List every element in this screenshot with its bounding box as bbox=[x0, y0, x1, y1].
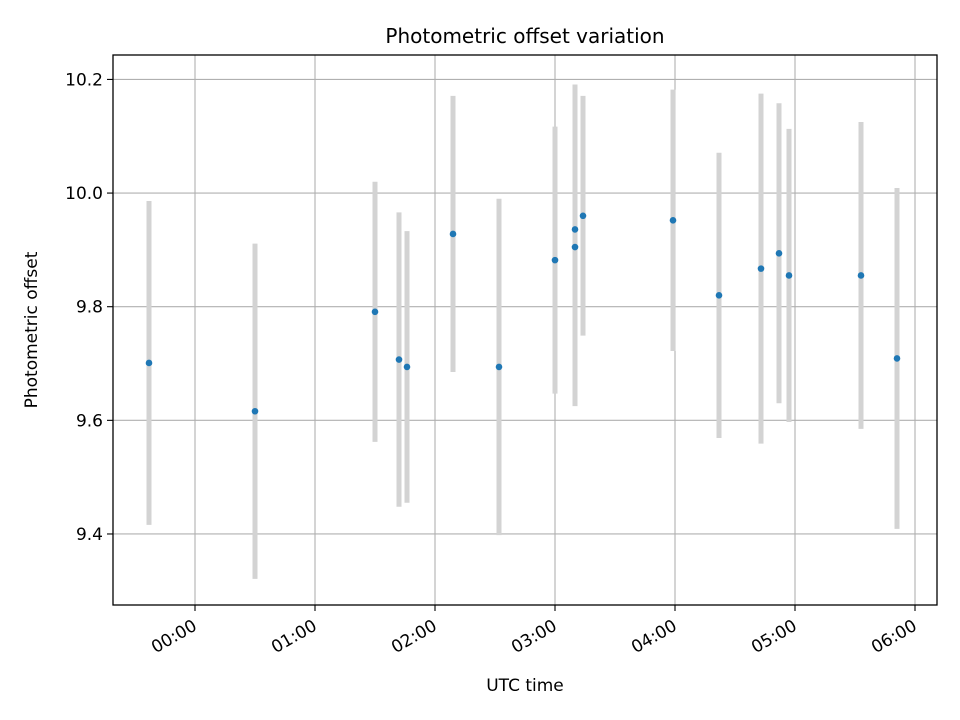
y-tick-label: 9.8 bbox=[76, 298, 103, 318]
data-points bbox=[145, 212, 901, 415]
data-point bbox=[757, 265, 765, 272]
y-tick-label: 10.2 bbox=[65, 70, 103, 90]
y-tick-label: 10.0 bbox=[65, 184, 103, 204]
y-tick-label: 9.6 bbox=[76, 411, 103, 431]
x-axis-label: UTC time bbox=[486, 676, 564, 696]
x-tick-label: 02:00 bbox=[388, 616, 440, 658]
data-point bbox=[715, 292, 723, 299]
data-point bbox=[449, 230, 457, 238]
plot-frame bbox=[112, 54, 938, 606]
y-tick-label: 9.4 bbox=[76, 525, 103, 545]
data-point bbox=[251, 407, 259, 415]
data-point bbox=[551, 256, 559, 264]
data-point bbox=[145, 359, 153, 367]
data-point bbox=[857, 272, 865, 279]
data-point bbox=[775, 249, 783, 257]
data-point bbox=[403, 363, 411, 371]
x-tick-label: 04:00 bbox=[628, 616, 680, 658]
data-point bbox=[395, 356, 403, 363]
x-tick-label: 05:00 bbox=[748, 616, 800, 658]
data-point bbox=[785, 272, 793, 279]
grid bbox=[113, 55, 937, 605]
x-tick-label: 03:00 bbox=[508, 616, 560, 658]
x-axis-ticks: 00:00 01:00 02:00 03:00 04:00 05:00 06:00 bbox=[148, 605, 921, 658]
data-point bbox=[579, 212, 587, 220]
x-tick-label: 00:00 bbox=[148, 616, 200, 658]
error-bars bbox=[146, 84, 900, 579]
y-axis-ticks: 9.4 9.6 9.8 10.0 10.2 bbox=[65, 70, 113, 545]
data-point bbox=[495, 363, 503, 371]
y-axis-label: Photometric offset bbox=[22, 251, 42, 408]
x-tick-label: 01:00 bbox=[268, 616, 320, 658]
x-tick-label: 06:00 bbox=[868, 616, 920, 658]
data-point bbox=[571, 243, 579, 251]
data-point bbox=[669, 217, 677, 224]
chart-title: Photometric offset variation bbox=[385, 24, 664, 48]
data-point bbox=[371, 308, 379, 316]
data-point bbox=[893, 355, 901, 362]
data-point bbox=[571, 226, 579, 233]
